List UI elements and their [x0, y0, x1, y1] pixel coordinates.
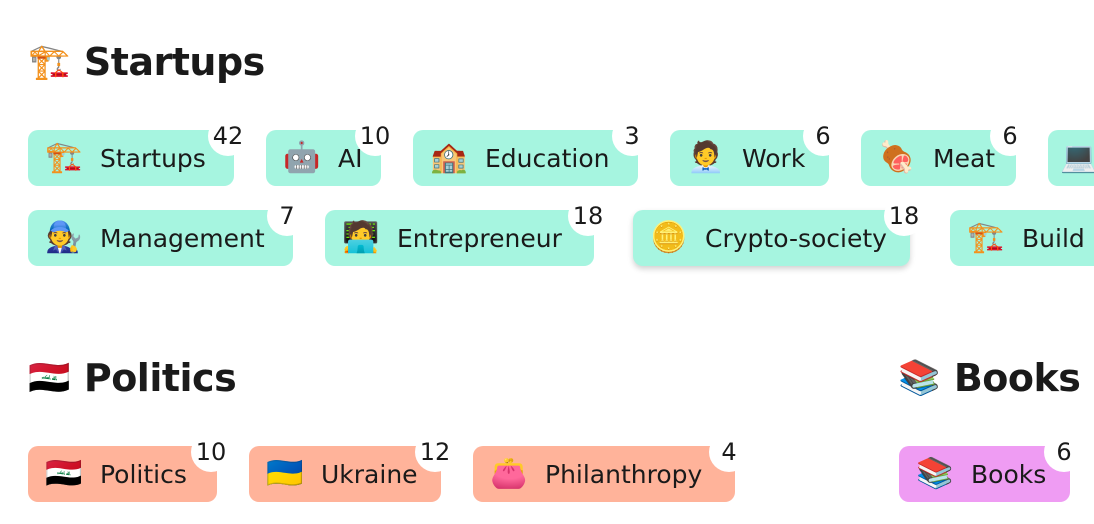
- construction-crane-icon: 🏗️: [967, 220, 1005, 255]
- tag-chip-philanthropy[interactable]: 👛 Philanthropy 4: [473, 432, 749, 502]
- tag-chip-ukraine[interactable]: 🇺🇦 Ukraine 12: [249, 432, 455, 502]
- tag-count-badge: 6: [803, 116, 843, 156]
- tag-label: Ukraine: [321, 459, 418, 489]
- section-title-text: Startups: [83, 40, 265, 84]
- tag-count-badge: 42: [208, 116, 248, 156]
- section-title-startups: 🏗️ Startups: [28, 40, 265, 84]
- tag-label: Philanthropy: [545, 459, 703, 489]
- office-worker-icon: 🧑‍💼: [687, 140, 725, 175]
- tag-label: Books: [971, 459, 1047, 489]
- tag-chip-books[interactable]: 📚 Books 6: [899, 432, 1084, 502]
- tag-count-badge: 4: [709, 432, 749, 472]
- school-building-icon: 🏫: [430, 140, 468, 175]
- iraq-flag-icon: 🇮🇶: [28, 358, 70, 398]
- tag-chip-politics[interactable]: 🇮🇶 Politics 10: [28, 432, 231, 502]
- books-icon: 📚: [898, 358, 940, 398]
- tag-chip-build-partial[interactable]: 🏗️ Build: [950, 210, 1094, 266]
- section-title-books: 📚 Books: [898, 356, 1081, 400]
- purse-icon: 👛: [490, 456, 528, 491]
- tag-chip-crypto-society[interactable]: 🪙 Crypto-society 18: [633, 196, 924, 266]
- tag-count-badge: 6: [1044, 432, 1084, 472]
- meat-on-bone-icon: 🍖: [878, 140, 916, 175]
- tag-count-badge: 12: [415, 432, 455, 472]
- tag-count-badge: 6: [990, 116, 1030, 156]
- technologist-icon: 🧑‍💻: [342, 220, 380, 255]
- tag-chip-education[interactable]: 🏫 Education 3: [413, 116, 652, 186]
- tag-label: Meat: [933, 143, 996, 173]
- tag-chip-startups[interactable]: 🏗️ Startups 42: [28, 116, 248, 186]
- construction-crane-icon: 🏗️: [45, 140, 83, 175]
- ukraine-flag-icon: 🇺🇦: [266, 456, 304, 491]
- tag-count-badge: 10: [355, 116, 395, 156]
- tag-chip-work[interactable]: 🧑‍💼 Work 6: [670, 116, 843, 186]
- section-title-text: Books: [953, 356, 1081, 400]
- laptop-icon: 💻: [1060, 140, 1094, 175]
- tag-chip-meat[interactable]: 🍖 Meat 6: [861, 116, 1030, 186]
- tag-count-badge: 7: [267, 196, 307, 236]
- tag-chip-laptop-partial[interactable]: 💻: [1048, 130, 1094, 186]
- tag-label: Management: [100, 223, 265, 253]
- mechanic-icon: 🧑‍🔧: [45, 220, 83, 255]
- coin-icon: 🪙: [650, 220, 688, 255]
- tag-label: Entrepreneur: [397, 223, 562, 253]
- books-icon: 📚: [916, 456, 954, 491]
- tag-label: Crypto-society: [705, 223, 887, 253]
- tag-count-badge: 18: [568, 196, 608, 236]
- tag-chip-management[interactable]: 🧑‍🔧 Management 7: [28, 196, 307, 266]
- tag-count-badge: 3: [612, 116, 652, 156]
- tag-label: Work: [742, 143, 806, 173]
- construction-crane-icon: 🏗️: [28, 42, 70, 82]
- tag-label: Politics: [100, 459, 187, 489]
- tag-label: Education: [485, 143, 610, 173]
- tag-count-badge: 18: [884, 196, 924, 236]
- tag-label: AI: [338, 143, 363, 173]
- tag-chip-ai[interactable]: 🤖 AI 10: [266, 116, 395, 186]
- section-title-politics: 🇮🇶 Politics: [28, 356, 237, 400]
- tag-chip-entrepreneur[interactable]: 🧑‍💻 Entrepreneur 18: [325, 196, 608, 266]
- robot-icon: 🤖: [283, 140, 321, 175]
- iraq-flag-icon: 🇮🇶: [45, 456, 83, 491]
- tag-count-badge: 10: [191, 432, 231, 472]
- section-title-text: Politics: [83, 356, 237, 400]
- tag-label: Startups: [100, 143, 206, 173]
- tag-label: Build: [1022, 223, 1085, 253]
